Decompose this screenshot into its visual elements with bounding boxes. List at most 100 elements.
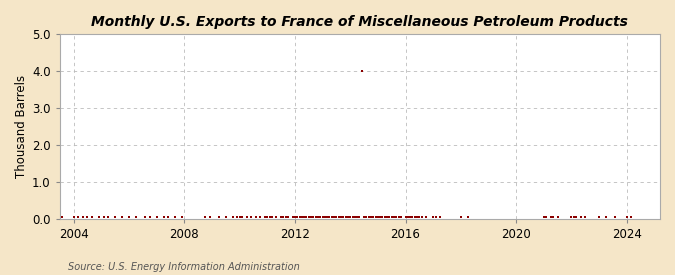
Point [287,215,298,219]
Point [319,215,330,219]
Point [568,215,579,219]
Point [358,215,369,219]
Point [275,215,286,219]
Point [340,215,351,219]
Point [435,215,446,219]
Point [200,215,211,219]
Point [363,215,374,219]
Point [412,215,423,219]
Point [414,215,425,219]
Point [264,215,275,219]
Point [601,215,612,219]
Point [333,215,344,219]
Point [40,215,51,219]
Point [267,215,277,219]
Point [241,215,252,219]
Point [86,215,97,219]
Point [386,215,397,219]
Point [296,215,307,219]
Point [280,215,291,219]
Point [377,215,388,219]
Point [283,215,294,219]
Point [389,215,400,219]
Point [338,215,349,219]
Point [566,215,577,219]
Point [144,215,155,219]
Point [322,215,333,219]
Point [140,215,151,219]
Point [103,215,113,219]
Point [402,215,413,219]
Point [236,215,247,219]
Point [462,215,473,219]
Point [232,215,243,219]
Point [575,215,586,219]
Point [381,215,392,219]
Point [368,215,379,219]
Point [580,215,591,219]
Point [350,215,360,219]
Point [456,215,466,219]
Point [313,215,323,219]
Point [545,215,556,219]
Point [57,215,68,219]
Point [329,215,340,219]
Point [391,215,402,219]
Point [43,215,54,219]
Point [227,215,238,219]
Point [262,215,273,219]
Y-axis label: Thousand Barrels: Thousand Barrels [15,75,28,178]
Title: Monthly U.S. Exports to France of Miscellaneous Petroleum Products: Monthly U.S. Exports to France of Miscel… [92,15,628,29]
Point [622,215,632,219]
Point [317,215,328,219]
Point [394,215,404,219]
Text: Source: U.S. Energy Information Administration: Source: U.S. Energy Information Administ… [68,262,299,272]
Point [594,215,605,219]
Point [301,215,312,219]
Point [260,215,271,219]
Point [299,215,310,219]
Point [430,215,441,219]
Point [158,215,169,219]
Point [213,215,224,219]
Point [327,215,338,219]
Point [400,215,411,219]
Point [428,215,439,219]
Point [335,215,346,219]
Point [541,215,551,219]
Point [271,215,282,219]
Point [124,215,134,219]
Point [292,215,302,219]
Point [610,215,621,219]
Point [47,215,58,219]
Point [384,215,395,219]
Point [354,215,365,219]
Point [347,215,358,219]
Point [250,215,261,219]
Point [421,215,432,219]
Point [356,69,367,73]
Point [396,215,406,219]
Point [169,215,180,219]
Point [151,215,162,219]
Point [324,215,335,219]
Point [570,215,581,219]
Point [361,215,372,219]
Point [375,215,385,219]
Point [68,215,79,219]
Point [373,215,383,219]
Point [246,215,256,219]
Point [234,215,245,219]
Point [352,215,362,219]
Point [306,215,317,219]
Point [342,215,353,219]
Point [379,215,390,219]
Point [294,215,305,219]
Point [345,215,356,219]
Point [547,215,558,219]
Point [82,215,93,219]
Point [94,215,105,219]
Point [98,215,109,219]
Point [110,215,121,219]
Point [407,215,418,219]
